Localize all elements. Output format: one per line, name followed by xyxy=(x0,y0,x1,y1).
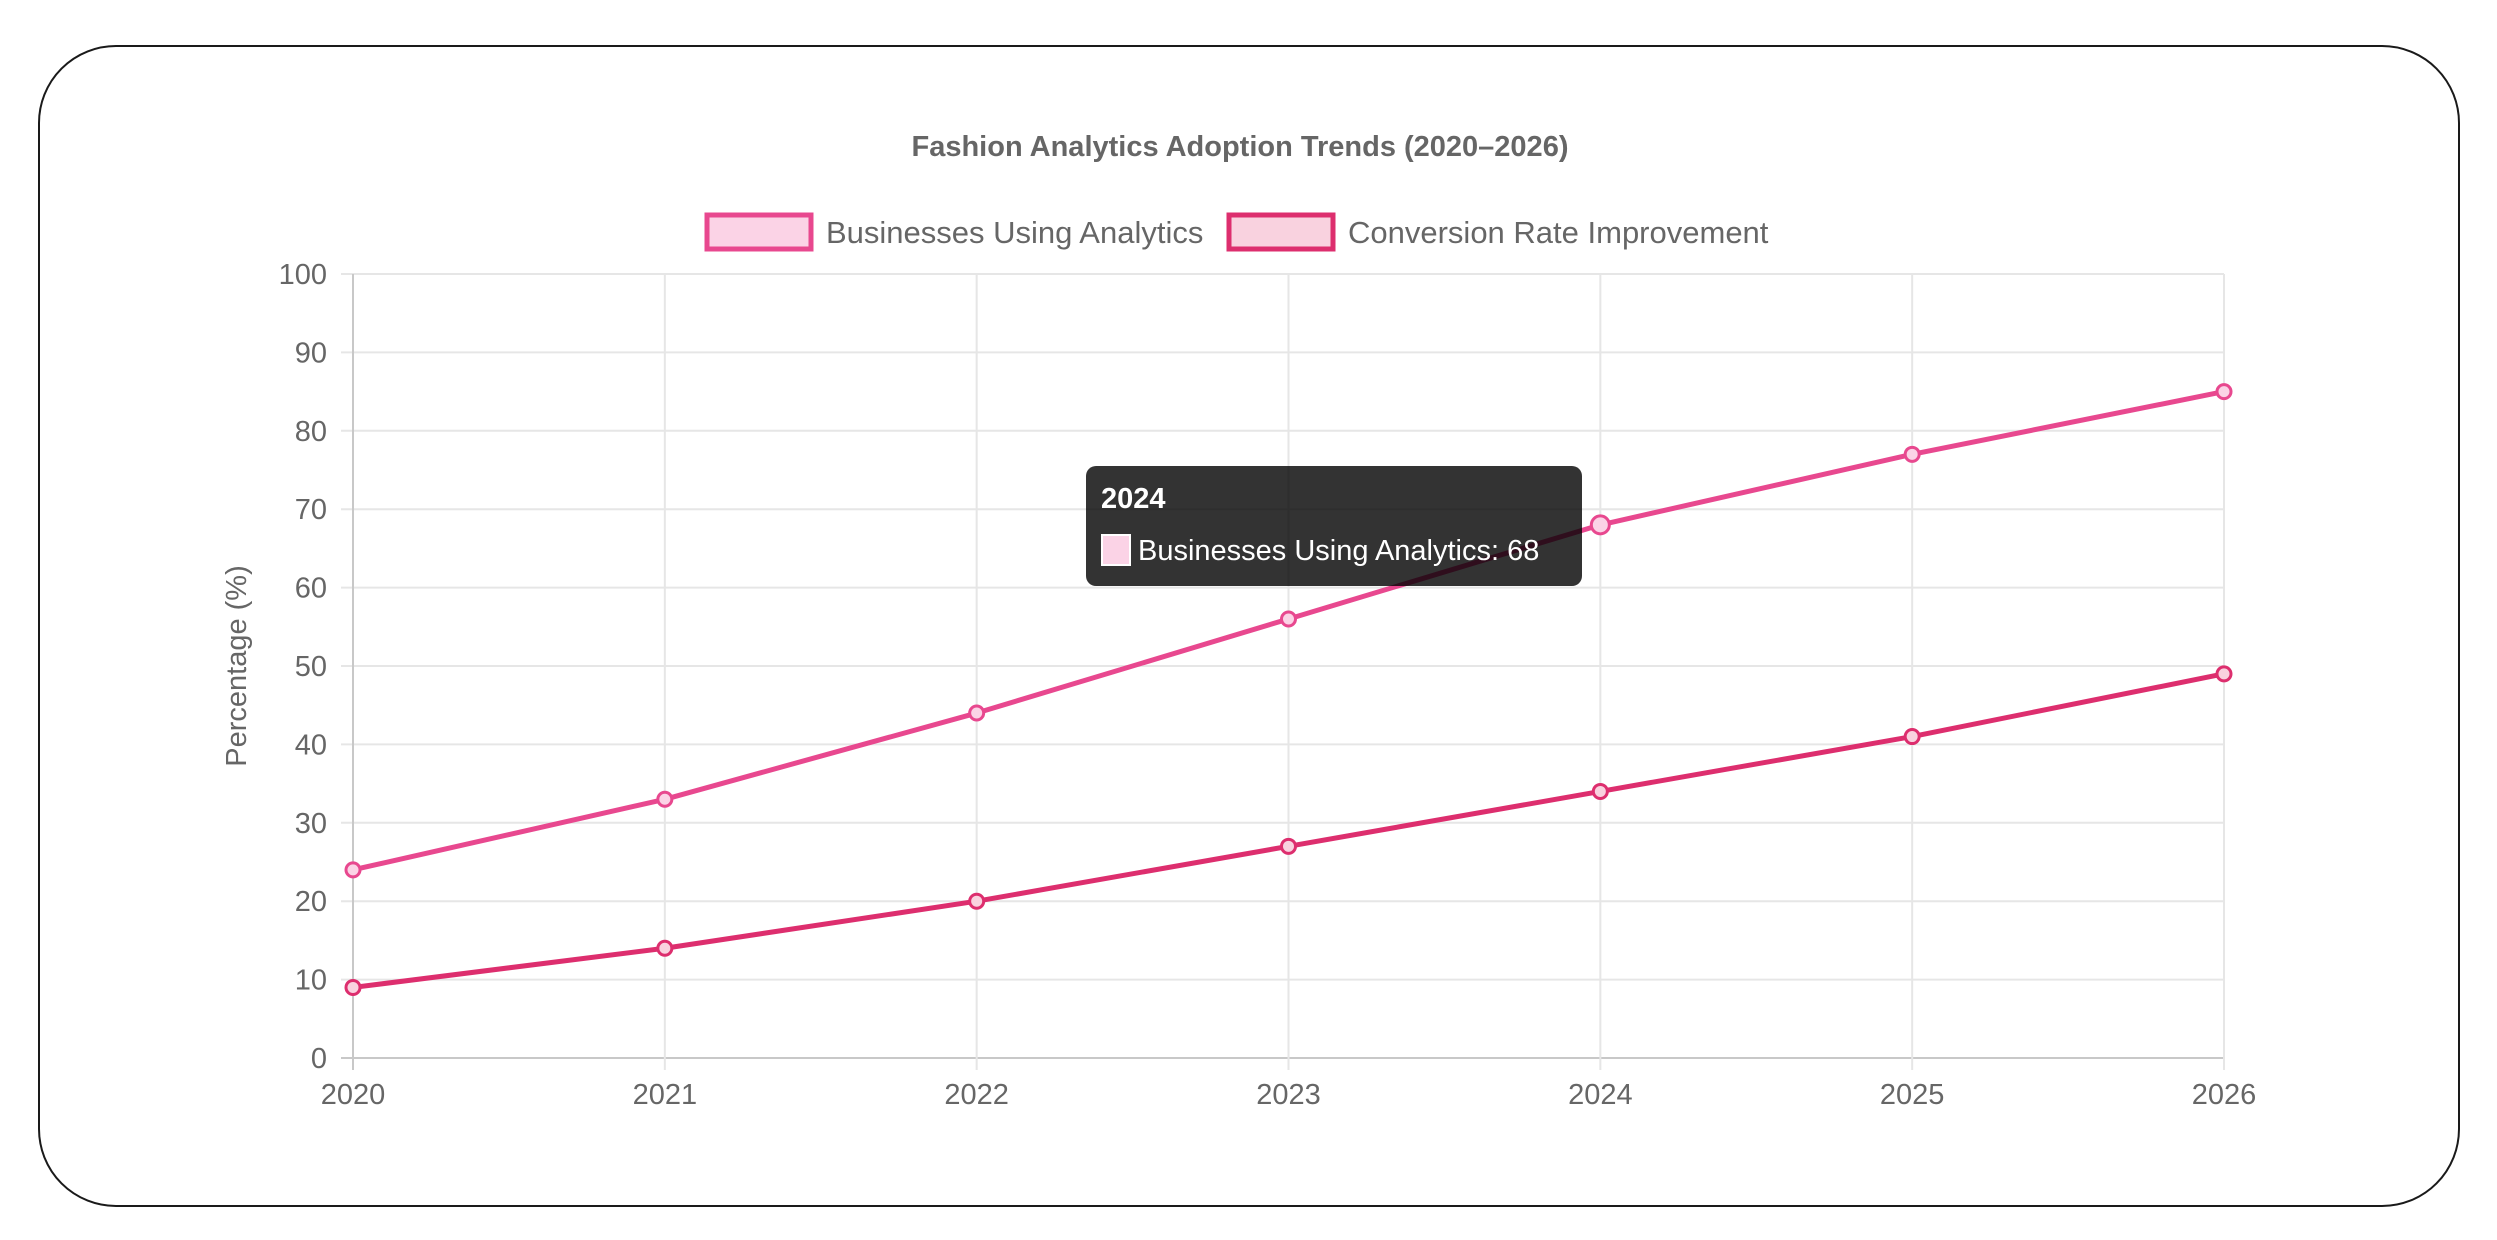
x-tick-label-2020: 2020 xyxy=(321,1079,386,1111)
data-point-businesses-using-analytics-2020 xyxy=(344,861,362,879)
x-axis-ticks: 2020 2021 2022 2023 2024 2025 2026 xyxy=(321,1079,2257,1111)
tooltip-box xyxy=(1086,466,1582,586)
legend-label-businesses-using-analytics: Businesses Using Analytics xyxy=(826,215,1203,250)
data-point-conversion-rate-improvement-2022 xyxy=(968,892,986,910)
data-point-businesses-using-analytics-2021 xyxy=(656,790,674,808)
x-tick-label-2025: 2025 xyxy=(1880,1079,1945,1111)
y-tick-label-10: 10 xyxy=(295,965,327,997)
chart-title: Fashion Analytics Adoption Trends (2020–… xyxy=(912,131,1569,163)
y-tick-label-0: 0 xyxy=(311,1043,327,1075)
y-tick-label-80: 80 xyxy=(295,416,327,448)
x-tick-label-2022: 2022 xyxy=(944,1079,1009,1111)
legend-item-businesses-using-analytics[interactable]: Businesses Using Analytics xyxy=(704,212,1203,252)
y-axis-ticks: 0 10 20 30 40 50 60 70 80 90 100 xyxy=(279,259,327,1075)
data-point-businesses-using-analytics-2025 xyxy=(1903,445,1921,463)
legend-swatch-conversion-rate-improvement xyxy=(1226,212,1336,252)
y-tick-label-60: 60 xyxy=(295,573,327,605)
data-point-businesses-using-analytics-2023 xyxy=(1280,610,1297,628)
data-point-conversion-rate-improvement-2025 xyxy=(1903,728,1921,746)
legend: Businesses Using Analytics Conversion Ra… xyxy=(704,212,1769,252)
data-point-conversion-rate-improvement-2024 xyxy=(1591,782,1609,800)
data-point-conversion-rate-improvement-2026 xyxy=(2215,665,2233,683)
y-tick-label-50: 50 xyxy=(295,651,327,683)
data-point-businesses-using-analytics-2026 xyxy=(2215,383,2233,401)
y-tick-label-90: 90 xyxy=(295,337,327,369)
tooltip-label: Businesses Using Analytics: 68 xyxy=(1138,535,1539,567)
data-point-conversion-rate-improvement-2023 xyxy=(1280,837,1297,855)
y-tick-label-70: 70 xyxy=(295,494,327,526)
data-point-conversion-rate-improvement-2020 xyxy=(344,978,362,996)
data-point-businesses-using-analytics-2024 xyxy=(1589,514,1611,536)
data-point-businesses-using-analytics-2022 xyxy=(968,704,986,722)
y-axis-title: Percentage (%) xyxy=(221,565,253,767)
series-layer xyxy=(344,383,2233,996)
y-tick-label-100: 100 xyxy=(279,259,327,291)
tooltip-swatch xyxy=(1101,534,1131,566)
grid xyxy=(341,273,2225,1070)
x-tick-label-2024: 2024 xyxy=(1568,1079,1633,1111)
x-tick-label-2026: 2026 xyxy=(2192,1079,2257,1111)
y-tick-label-30: 30 xyxy=(295,808,327,840)
legend-item-conversion-rate-improvement[interactable]: Conversion Rate Improvement xyxy=(1226,212,1769,252)
data-point-conversion-rate-improvement-2021 xyxy=(656,939,674,957)
y-tick-label-20: 20 xyxy=(295,886,327,918)
legend-swatch-businesses-using-analytics xyxy=(704,212,814,252)
y-tick-label-40: 40 xyxy=(295,729,327,761)
x-tick-label-2021: 2021 xyxy=(633,1079,698,1111)
x-tick-label-2023: 2023 xyxy=(1256,1079,1321,1111)
tooltip: 2024 Businesses Using Analytics: 68 xyxy=(1086,466,1582,586)
legend-label-conversion-rate-improvement: Conversion Rate Improvement xyxy=(1348,215,1769,250)
tooltip-title: 2024 xyxy=(1101,483,1166,515)
